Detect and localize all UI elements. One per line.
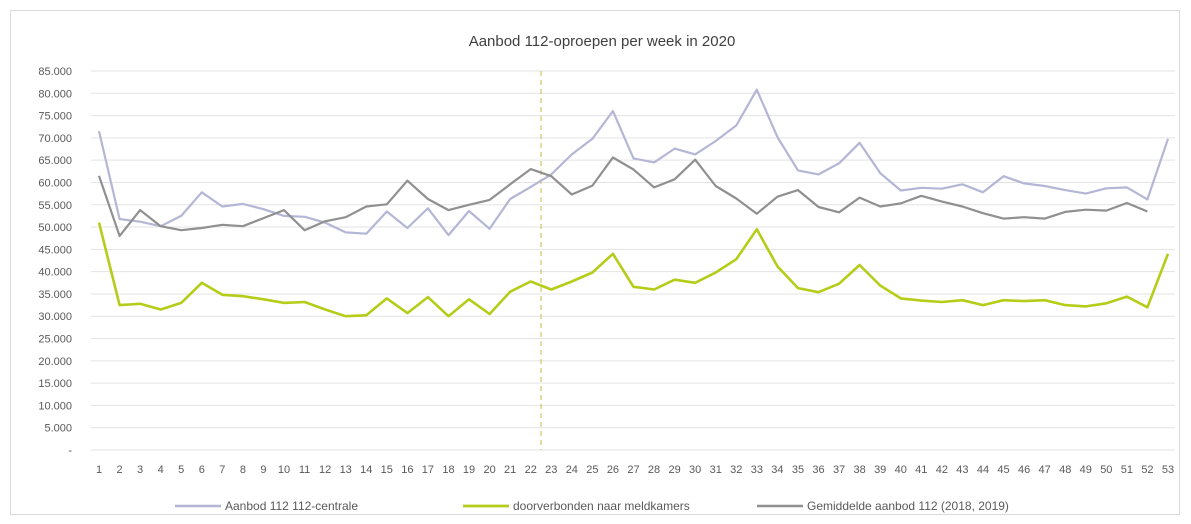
y-tick-label: 75.000: [38, 111, 72, 123]
y-tick-label: 5.000: [44, 423, 72, 435]
series-line-2: [97, 222, 1170, 318]
x-tick-label: 48: [1059, 464, 1071, 476]
y-tick-label: 50.000: [38, 222, 72, 234]
x-tick-label: 31: [710, 464, 722, 476]
x-tick-label: 5: [178, 464, 184, 476]
y-tick-label: -: [68, 445, 72, 457]
x-tick-label: 41: [915, 464, 927, 476]
x-tick-label: 28: [648, 464, 660, 476]
x-tick-label: 30: [689, 464, 701, 476]
x-tick-label: 11: [299, 464, 310, 476]
x-tick-label: 17: [422, 464, 434, 476]
x-tick-label: 52: [1141, 464, 1153, 476]
x-tick-label: 53: [1162, 464, 1174, 476]
x-tick-label: 18: [442, 464, 454, 476]
x-tick-label: 7: [219, 464, 225, 476]
x-tick-label: 4: [158, 464, 164, 476]
x-tick-label: 20: [483, 464, 495, 476]
legend: Aanbod 112 112-centrale doorverbonden naa…: [175, 499, 1009, 513]
x-tick-label: 8: [240, 464, 246, 476]
x-tick-label: 23: [545, 464, 557, 476]
x-tick-label: 24: [566, 464, 578, 476]
x-tick-label: 45: [997, 464, 1009, 476]
x-tick-label: 43: [956, 464, 968, 476]
series-lines: [97, 88, 1170, 318]
y-tick-label: 15.000: [38, 378, 72, 390]
x-tick-label: 44: [977, 464, 989, 476]
x-tick-label: 21: [504, 464, 516, 476]
x-tick-label: 9: [260, 464, 266, 476]
x-tick-label: 35: [792, 464, 804, 476]
x-tick-label: 14: [360, 464, 372, 476]
chart-title: Aanbod 112-oproepen per week in 2020: [469, 33, 736, 50]
x-tick-label: 22: [525, 464, 537, 476]
x-tick-label: 29: [668, 464, 680, 476]
x-tick-label: 3: [137, 464, 143, 476]
y-tick-label: 35.000: [38, 289, 72, 301]
x-tick-label: 6: [199, 464, 205, 476]
x-tick-label: 32: [730, 464, 742, 476]
y-tick-label: 30.000: [38, 311, 72, 323]
legend-label: Aanbod 112 112-centrale: [225, 499, 358, 513]
y-tick-label: 70.000: [38, 133, 72, 145]
x-tick-label: 25: [586, 464, 598, 476]
legend-label: doorverbonden naar meldkamers: [513, 499, 690, 513]
x-tick-label: 50: [1100, 464, 1112, 476]
series-line-1: [97, 88, 1170, 237]
x-axis-tick-labels: 1 2 3 4 5 6 7 8 9 10 11 12 13 14 15 16 17 18 19 20 21 22 23 24 2…: [96, 464, 1174, 476]
y-tick-label: 60.000: [38, 177, 72, 189]
y-tick-label: 80.000: [38, 88, 72, 100]
x-tick-label: 47: [1039, 464, 1051, 476]
y-tick-label: 10.000: [38, 400, 72, 412]
y-tick-label: 25.000: [38, 334, 72, 346]
x-tick-label: 49: [1080, 464, 1092, 476]
x-tick-label: 12: [319, 464, 331, 476]
y-tick-label: 40.000: [38, 267, 72, 279]
y-tick-label: 65.000: [38, 155, 72, 167]
x-tick-label: 27: [627, 464, 639, 476]
x-tick-label: 19: [463, 464, 475, 476]
x-tick-label: 38: [854, 464, 866, 476]
gridlines: [91, 70, 1175, 451]
x-tick-label: 2: [116, 464, 122, 476]
x-tick-label: 33: [751, 464, 763, 476]
legend-label: Gemiddelde aanbod 112 (2018, 2019): [807, 499, 1009, 513]
series-line-3: [97, 156, 1148, 238]
x-tick-label: 36: [812, 464, 824, 476]
x-tick-label: 51: [1121, 464, 1133, 476]
x-tick-label: 26: [607, 464, 619, 476]
x-tick-label: 37: [833, 464, 845, 476]
chart-frame: [10, 10, 1180, 515]
x-tick-label: 1: [96, 464, 102, 476]
y-tick-label: 85.000: [38, 66, 72, 78]
x-tick-label: 16: [401, 464, 413, 476]
x-tick-label: 46: [1018, 464, 1030, 476]
x-tick-label: 10: [278, 464, 290, 476]
x-tick-label: 42: [936, 464, 948, 476]
x-tick-label: 34: [771, 464, 783, 476]
x-tick-label: 15: [381, 464, 393, 476]
y-tick-label: 20.000: [38, 356, 72, 368]
y-tick-label: 45.000: [38, 244, 72, 256]
y-axis-tick-labels: - 5.000 10.000 15.000 20.000 25.000 30.000 35.0…: [38, 66, 72, 457]
x-tick-label: 39: [874, 464, 886, 476]
y-tick-label: 55.000: [38, 200, 72, 212]
x-tick-label: 40: [895, 464, 907, 476]
x-tick-label: 13: [340, 464, 352, 476]
